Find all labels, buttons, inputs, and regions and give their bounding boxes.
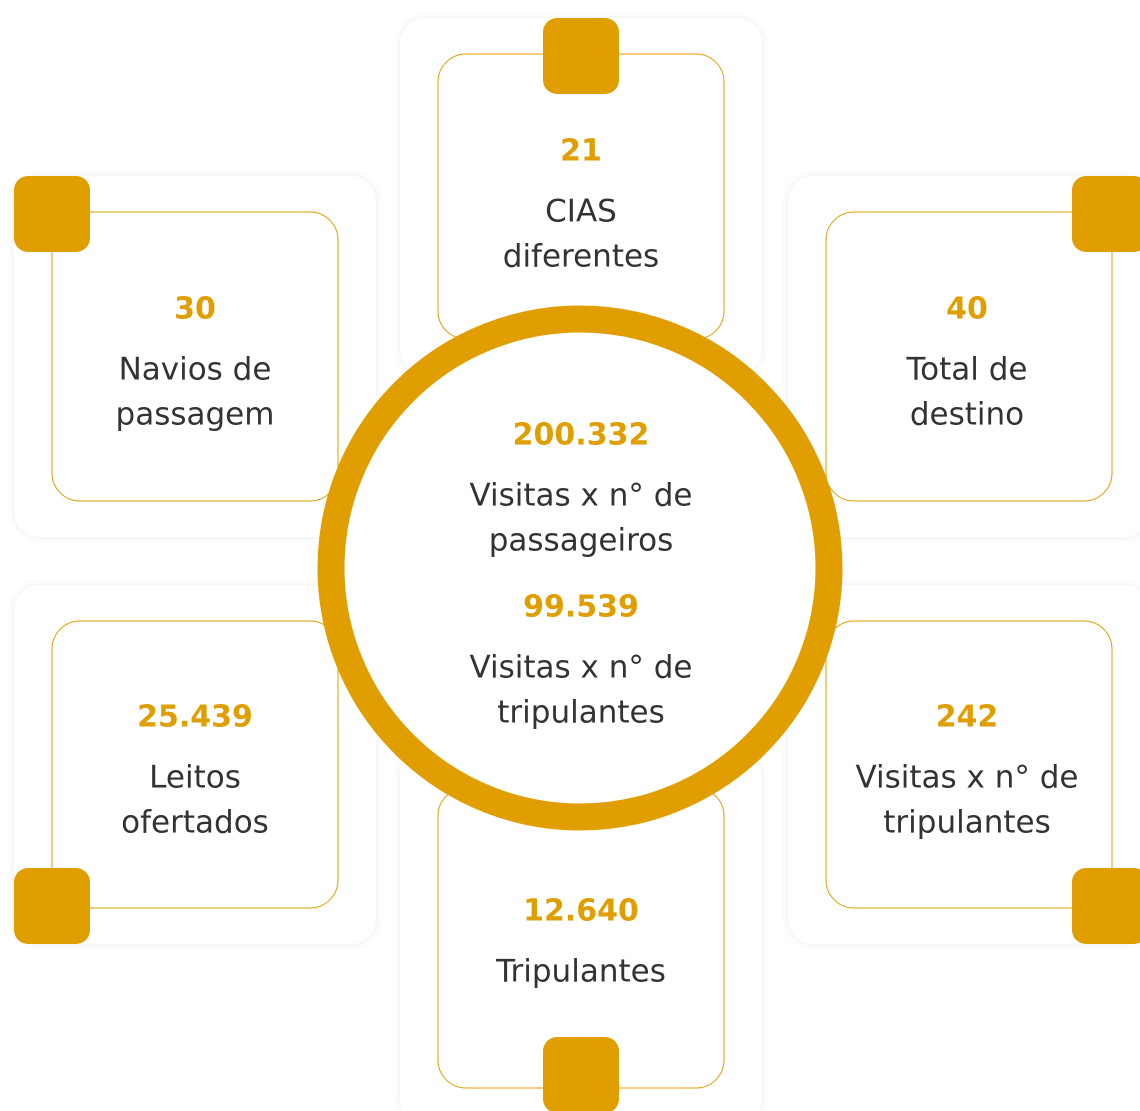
stat-label: Visitas x n° de — [469, 478, 692, 514]
stat-value: 30 — [174, 292, 216, 327]
stat-value: 99.539 — [523, 590, 639, 625]
card-frame — [825, 211, 1113, 502]
card — [400, 752, 762, 1111]
corner-square — [543, 18, 619, 94]
card-frame — [51, 211, 339, 502]
stat-label: Leitos — [149, 760, 241, 796]
stat-value: 12.640 — [523, 894, 639, 929]
card — [400, 18, 762, 375]
stat-value: 25.439 — [137, 700, 253, 735]
corner-square — [1072, 176, 1140, 252]
card-frame — [825, 620, 1113, 909]
card — [14, 176, 376, 537]
stat-label: CIAS — [545, 194, 617, 230]
corner-square — [14, 176, 90, 252]
corner-square — [543, 1037, 619, 1111]
stat-value: 40 — [946, 292, 988, 327]
stat-label: destino — [910, 397, 1024, 433]
stat-label: ofertados — [121, 805, 269, 841]
stat-label: passagem — [116, 397, 275, 433]
stat-label: Tripulantes — [495, 954, 666, 990]
stat-label: tripulantes — [497, 695, 664, 731]
corner-square — [1072, 868, 1140, 944]
corner-square — [14, 868, 90, 944]
card — [14, 585, 376, 944]
stat-label: Visitas x n° de — [855, 760, 1078, 796]
stat-label: Total de — [905, 352, 1027, 388]
stat-label: Navios de — [119, 352, 272, 388]
center-ring — [317, 305, 843, 831]
stat-value: 21 — [560, 134, 602, 169]
stat-label: tripulantes — [883, 805, 1050, 841]
card — [788, 585, 1140, 944]
stat-value: 200.332 — [513, 418, 650, 453]
stat-value: 242 — [936, 700, 999, 735]
card-frame — [51, 620, 339, 909]
stat-label: diferentes — [503, 239, 659, 275]
stat-label: passageiros — [489, 523, 674, 559]
stat-label: Visitas x n° de — [469, 650, 692, 686]
card — [788, 176, 1140, 537]
